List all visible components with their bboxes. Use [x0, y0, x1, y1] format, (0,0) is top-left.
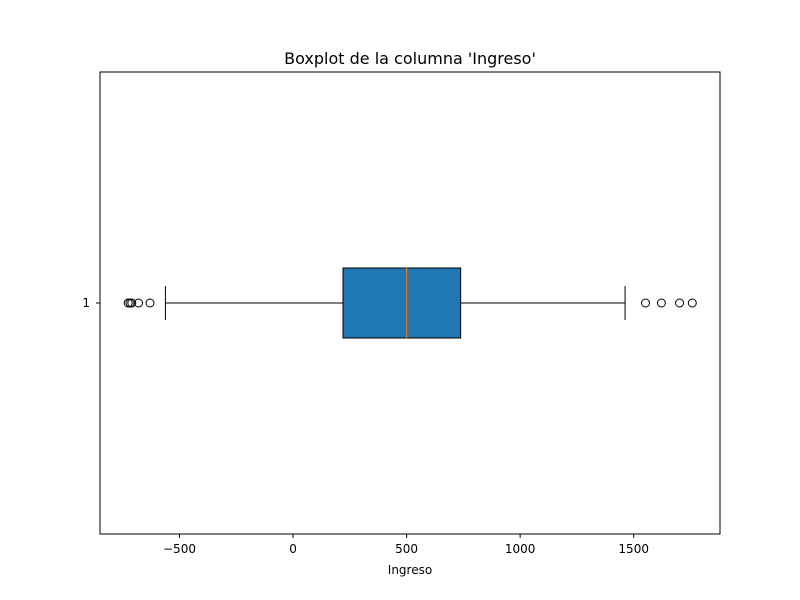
y-axis: 1 — [82, 296, 100, 310]
x-tick-label: 0 — [289, 542, 297, 556]
x-axis: −500 0 500 1000 1500 — [163, 534, 649, 556]
outlier-point — [687, 298, 697, 308]
outlier-point — [127, 298, 137, 308]
iqr-box — [342, 267, 462, 339]
outlier-point — [125, 298, 135, 308]
outlier-point — [145, 298, 155, 308]
boxplot-series — [123, 267, 697, 339]
x-axis-label: Ingreso — [388, 563, 432, 577]
x-tick-label: 1000 — [505, 542, 536, 556]
x-tick-label: 500 — [395, 542, 418, 556]
x-tick-label: 1500 — [618, 542, 649, 556]
chart-title: Boxplot de la columna 'Ingreso' — [284, 49, 536, 68]
outlier-point — [134, 298, 144, 308]
outlier-point — [675, 298, 685, 308]
outlier-point — [641, 298, 651, 308]
y-tick-label: 1 — [82, 296, 90, 310]
x-tick-label: −500 — [163, 542, 196, 556]
outlier-point — [656, 298, 666, 308]
